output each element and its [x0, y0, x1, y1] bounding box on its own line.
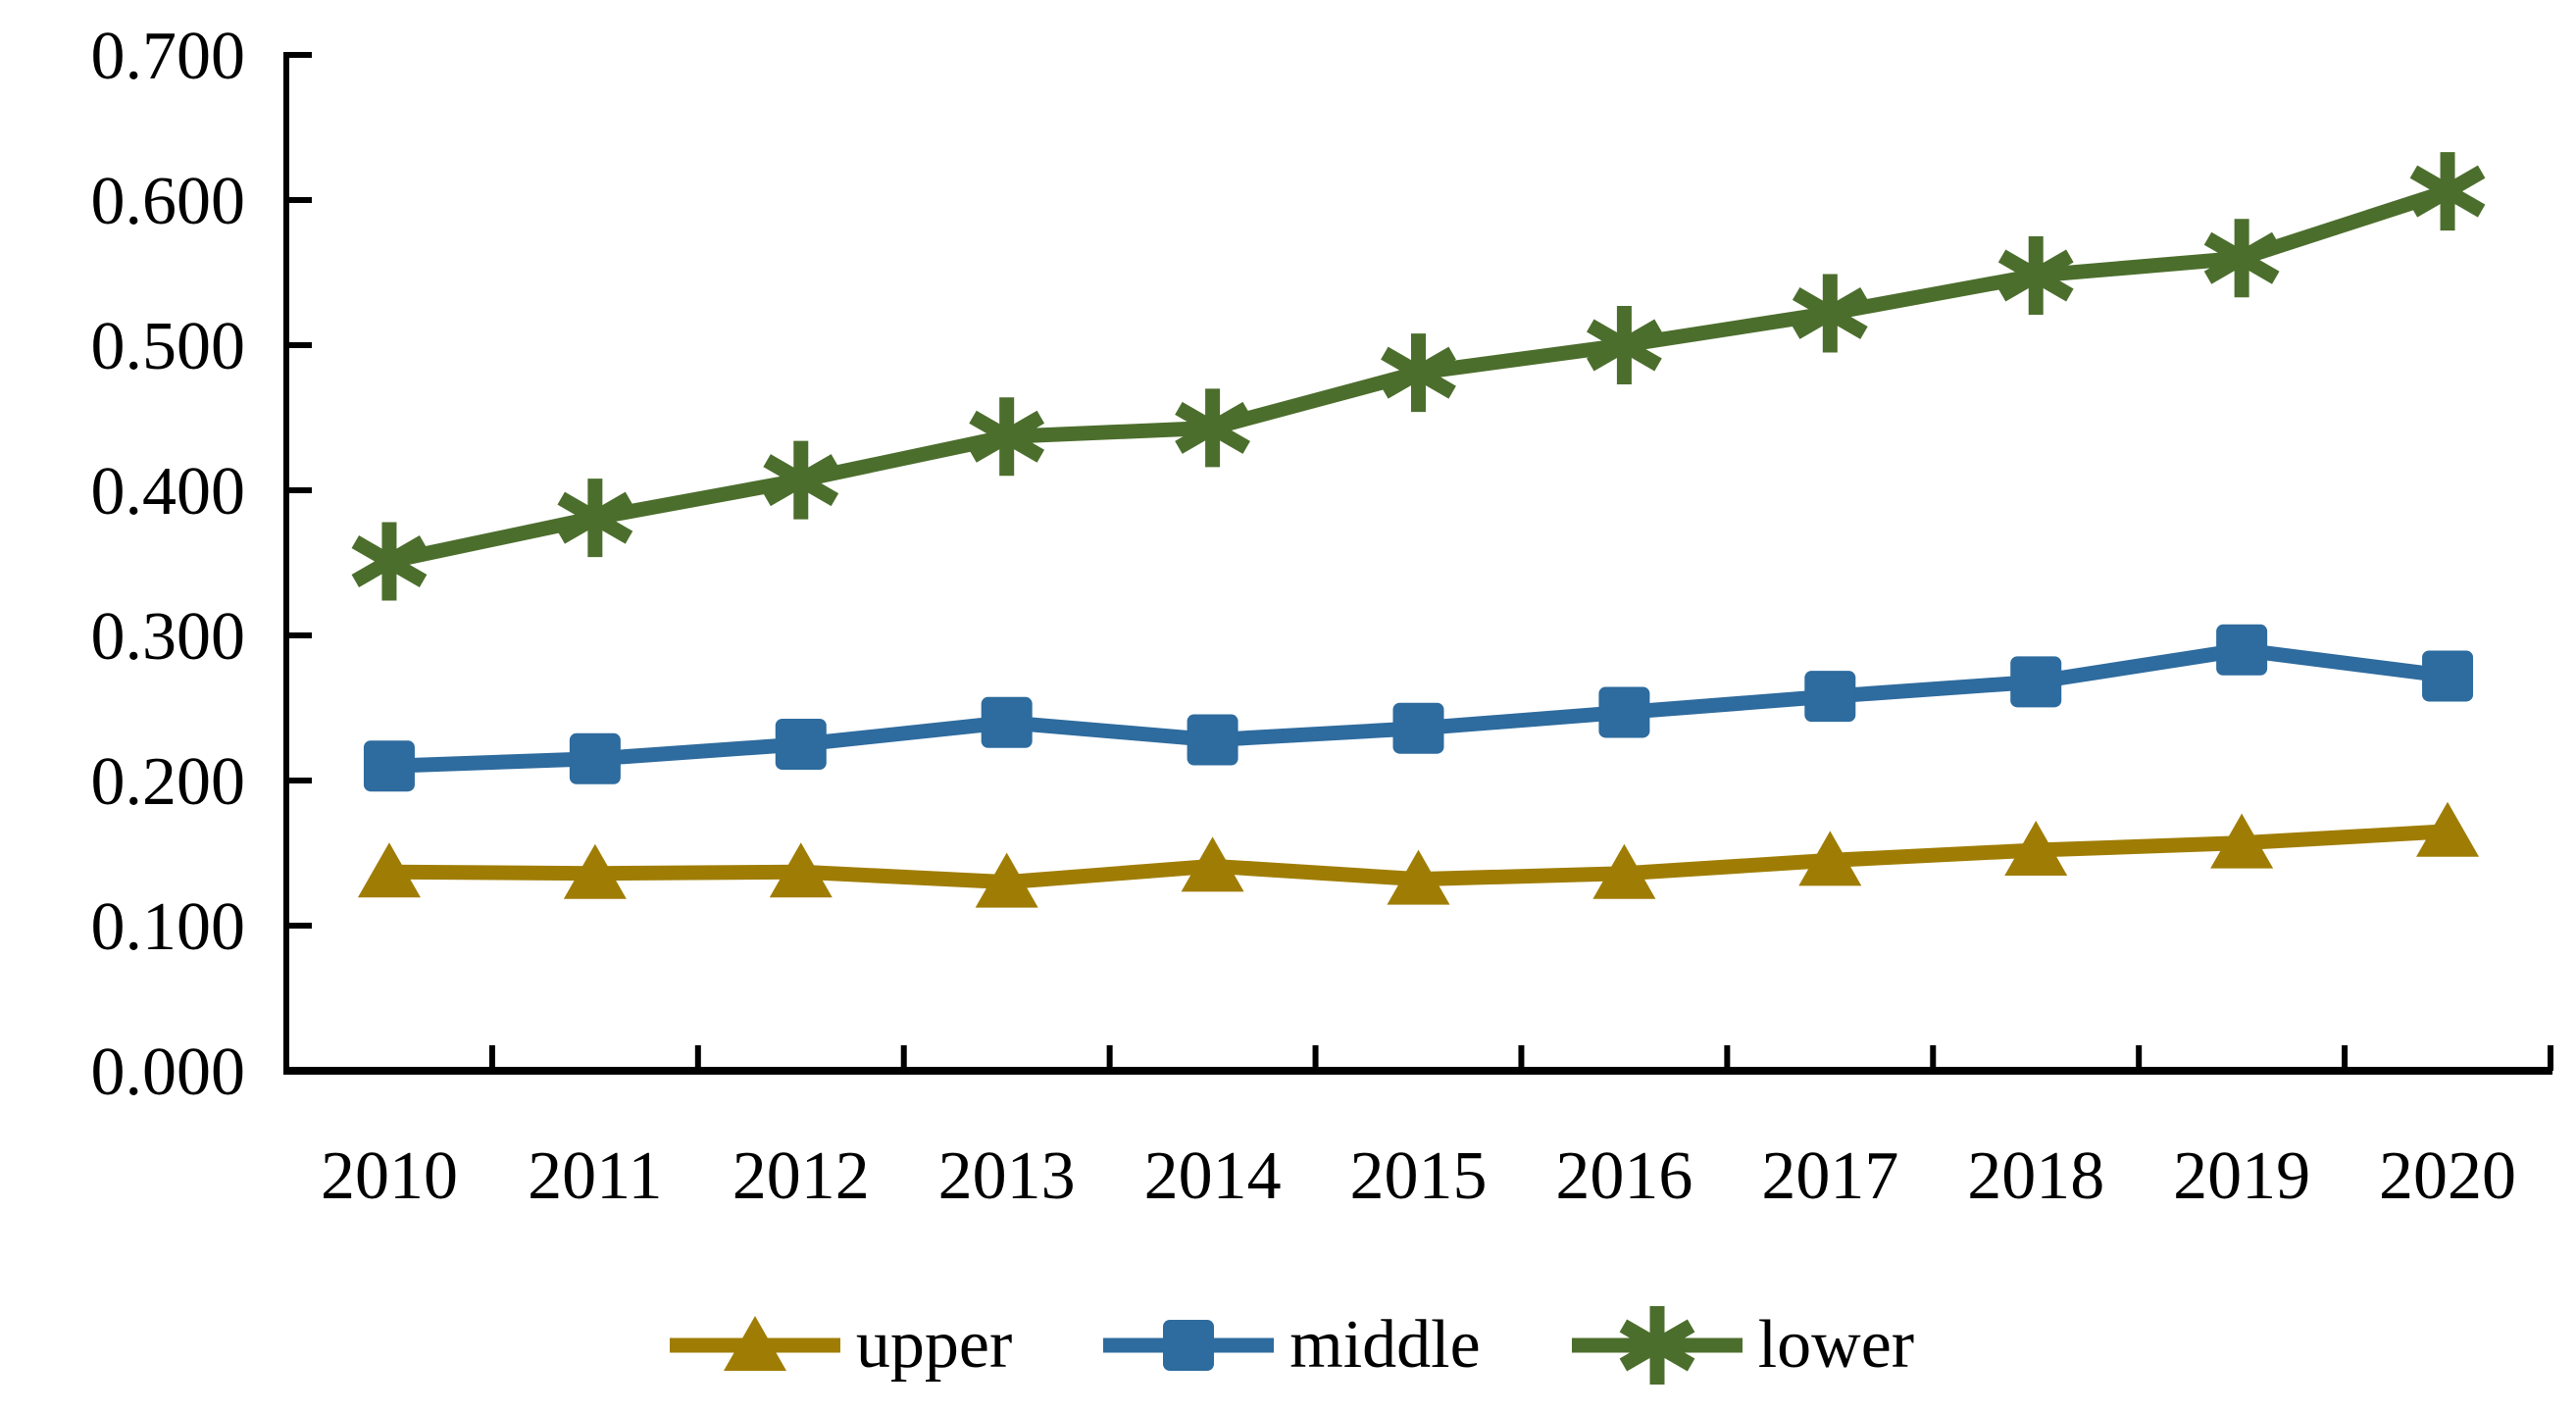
series-middle-marker-2014 — [1187, 714, 1238, 766]
y-axis-tick-label: 0.700 — [91, 19, 246, 94]
series-lower-marker-2015 — [1381, 346, 1456, 399]
legend-label-upper: upper — [855, 1307, 1013, 1383]
legend-triangle-marker-icon — [669, 1316, 840, 1371]
y-axis-tick-label: 0.300 — [91, 599, 246, 675]
series-lower-marker-2016 — [1587, 319, 1662, 372]
series-lower-marker-2010 — [351, 535, 428, 588]
series-middle-marker-2013 — [981, 696, 1033, 748]
legend-marker-upper — [723, 1316, 786, 1371]
x-axis-tick-label: 2015 — [1350, 1138, 1488, 1214]
y-axis-tick-label: 0.200 — [91, 744, 246, 820]
y-axis-tick-label: 0.600 — [91, 164, 246, 239]
x-axis-tick-label: 2018 — [1967, 1138, 2104, 1214]
legend-asterisk-marker-icon — [1571, 1306, 1743, 1385]
legend-square-marker-icon — [1103, 1320, 1275, 1371]
x-axis-tick-label: 2020 — [2379, 1138, 2516, 1214]
series-lower — [351, 152, 2486, 601]
series-middle-marker-2016 — [1598, 686, 1650, 738]
y-axis-tick-label: 0.000 — [91, 1034, 246, 1110]
series-upper-marker-2017 — [1798, 831, 1862, 886]
x-axis-tick-label: 2019 — [2173, 1138, 2310, 1214]
chart-legend: upper middle lower — [0, 1286, 2576, 1404]
x-axis-tick-label: 2016 — [1555, 1138, 1692, 1214]
legend-marker-lower — [1619, 1319, 1695, 1372]
series-middle-marker-2015 — [1392, 702, 1444, 754]
series-upper-marker-2016 — [1592, 843, 1656, 899]
series-upper-marker-2018 — [2004, 821, 2068, 877]
series-upper-marker-2011 — [563, 843, 627, 899]
y-axis-tick-label: 0.400 — [91, 454, 246, 530]
series-middle-marker-2011 — [569, 732, 621, 784]
legend-item-upper: upper — [662, 1286, 1012, 1404]
series-lower-marker-2014 — [1175, 401, 1250, 454]
series-lower-marker-2019 — [2203, 231, 2280, 284]
series-middle-marker-2010 — [363, 740, 415, 792]
series-upper-marker-2020 — [2416, 801, 2480, 857]
x-axis-tick-label: 2017 — [1761, 1138, 1898, 1214]
series-middle-marker-2020 — [2422, 650, 2474, 702]
x-axis-tick-label: 2012 — [732, 1138, 870, 1214]
series-lower-marker-2013 — [969, 410, 1045, 463]
series-upper-marker-2012 — [769, 842, 833, 898]
series-lower-marker-2011 — [557, 491, 633, 544]
series-middle-marker-2018 — [2010, 656, 2062, 708]
series-lower-marker-2018 — [1997, 249, 2074, 302]
series-middle-marker-2012 — [775, 719, 827, 770]
y-axis-tick-label: 0.100 — [91, 889, 246, 965]
series-upper-marker-2010 — [357, 842, 421, 898]
series-upper-marker-2015 — [1387, 849, 1450, 905]
series-upper-marker-2019 — [2210, 813, 2274, 869]
x-axis-tick-label: 2014 — [1144, 1138, 1282, 1214]
series-upper-marker-2014 — [1181, 836, 1244, 892]
series-middle — [363, 624, 2474, 792]
legend-label-lower: lower — [1757, 1307, 1915, 1383]
series-upper-marker-2013 — [975, 852, 1038, 908]
series-lower-marker-2020 — [2409, 165, 2486, 218]
y-axis-tick-label: 0.500 — [91, 309, 246, 384]
legend-item-middle: middle — [1095, 1286, 1481, 1404]
series-lower-marker-2017 — [1792, 286, 1868, 339]
series-lower-marker-2012 — [763, 454, 839, 507]
series-upper — [357, 801, 2480, 908]
series-middle-marker-2019 — [2216, 624, 2268, 676]
x-axis-tick-label: 2010 — [321, 1138, 458, 1214]
legend-marker-middle — [1163, 1320, 1215, 1371]
series-middle-marker-2017 — [1804, 671, 1856, 723]
legend-item-lower: lower — [1564, 1286, 1914, 1404]
legend-label-middle: middle — [1289, 1307, 1481, 1383]
x-axis-tick-label: 2011 — [528, 1138, 662, 1214]
x-axis-tick-label: 2013 — [938, 1138, 1076, 1214]
